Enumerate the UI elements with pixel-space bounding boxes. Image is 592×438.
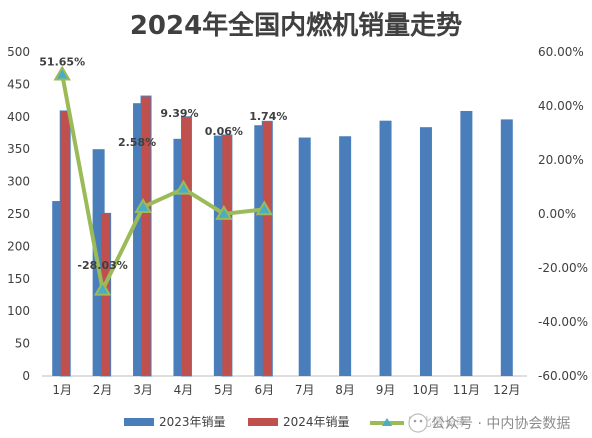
y-left-tick-label: 0 xyxy=(22,369,30,383)
y-left-tick-label: 200 xyxy=(7,239,30,253)
y-left-tick-label: 400 xyxy=(7,110,30,124)
x-tick-label: 12月 xyxy=(493,383,520,397)
legend-label-2024: 2024年销量 xyxy=(283,415,350,429)
bar-2023 xyxy=(52,201,65,376)
growth-rate-point xyxy=(174,179,193,195)
watermark-text: 公众号 · 中内协会数据 xyxy=(431,416,570,432)
bar-2024 xyxy=(261,120,273,377)
bar-2023 xyxy=(419,127,432,376)
growth-rate-data-label: 51.65% xyxy=(39,56,85,69)
x-tick-label: 1月 xyxy=(52,383,72,397)
bar-2024 xyxy=(140,95,152,377)
axes: 0 50 100 150 200 250 300 350 400 450 500 -60.00% -40… xyxy=(7,45,588,397)
wechat-icon xyxy=(408,413,428,433)
growth-rate-point xyxy=(93,280,112,296)
growth-rate-point xyxy=(53,65,71,81)
y-right-tick-label: -40.00% xyxy=(538,315,588,329)
y-left-tick-label: 100 xyxy=(7,304,30,318)
bar-2023 xyxy=(379,120,392,376)
x-tick-label: 6月 xyxy=(254,383,274,397)
legend-swatch-2023 xyxy=(124,418,154,426)
watermark: 公众号 · 中内协会数据 xyxy=(408,413,570,433)
legend-marker-growth xyxy=(382,418,392,426)
y-left-tick-label: 150 xyxy=(7,272,30,286)
wechat-icon-eye-right xyxy=(419,419,423,423)
growth-rate-point xyxy=(255,200,274,216)
data-labels: 51.65% -28.03% 2.58% 9.39% 0.06% 1.74% xyxy=(39,56,287,272)
x-tick-label: 7月 xyxy=(295,383,315,397)
bar-2023 xyxy=(298,137,311,376)
legend: 2023年销量 2024年销量 同比增长率 xyxy=(124,414,468,429)
y-right-tick-label: 0.00% xyxy=(538,207,576,221)
y-left-tick-label: 500 xyxy=(7,45,30,59)
growth-rate-point xyxy=(215,204,233,220)
y-right-tick-label: 40.00% xyxy=(538,99,584,113)
growth-rate-data-label: 2.58% xyxy=(118,136,156,149)
growth-rate-data-label: -28.03% xyxy=(77,259,127,272)
x-tick-label: 5月 xyxy=(214,383,234,397)
bar-2024 xyxy=(221,134,233,377)
y-right-tick-label: -20.00% xyxy=(538,261,588,275)
growth-rate-point xyxy=(134,198,152,214)
y-right-tick-label: -60.00% xyxy=(538,369,588,383)
y-right-tick-label: 60.00% xyxy=(538,45,584,59)
y-right-tick-label: 20.00% xyxy=(538,153,584,167)
wechat-icon-eye-left xyxy=(413,419,417,423)
y-left-tick-label: 450 xyxy=(7,77,30,91)
growth-rate-data-label: 1.74% xyxy=(249,110,287,123)
growth-rate-data-label: 0.06% xyxy=(205,125,243,138)
x-tick-label: 3月 xyxy=(133,383,153,397)
x-tick-label: 10月 xyxy=(412,383,439,397)
y-left-tick-label: 350 xyxy=(7,142,30,156)
y-left-tick-label: 300 xyxy=(7,175,30,189)
legend-swatch-2024 xyxy=(248,418,278,426)
bar-2024 xyxy=(59,110,71,377)
y-left-tick-label: 250 xyxy=(7,207,30,221)
chart-title: 2024年全国内燃机销量走势 xyxy=(130,10,462,41)
x-tick-label: 2月 xyxy=(93,383,113,397)
x-tick-label: 9月 xyxy=(376,383,396,397)
growth-rate-data-label: 9.39% xyxy=(160,107,198,120)
bar-2023 xyxy=(339,136,352,376)
bar-2024 xyxy=(180,116,192,377)
y-left-tick-label: 50 xyxy=(15,337,30,351)
x-tick-label: 11月 xyxy=(453,383,480,397)
growth-rate-line xyxy=(60,74,265,292)
bar-2023 xyxy=(460,110,473,376)
growth-line xyxy=(53,65,274,296)
x-tick-label: 4月 xyxy=(174,383,194,397)
legend-label-2023: 2023年销量 xyxy=(159,415,226,429)
x-tick-label: 8月 xyxy=(335,383,355,397)
bar-2023 xyxy=(500,119,513,376)
